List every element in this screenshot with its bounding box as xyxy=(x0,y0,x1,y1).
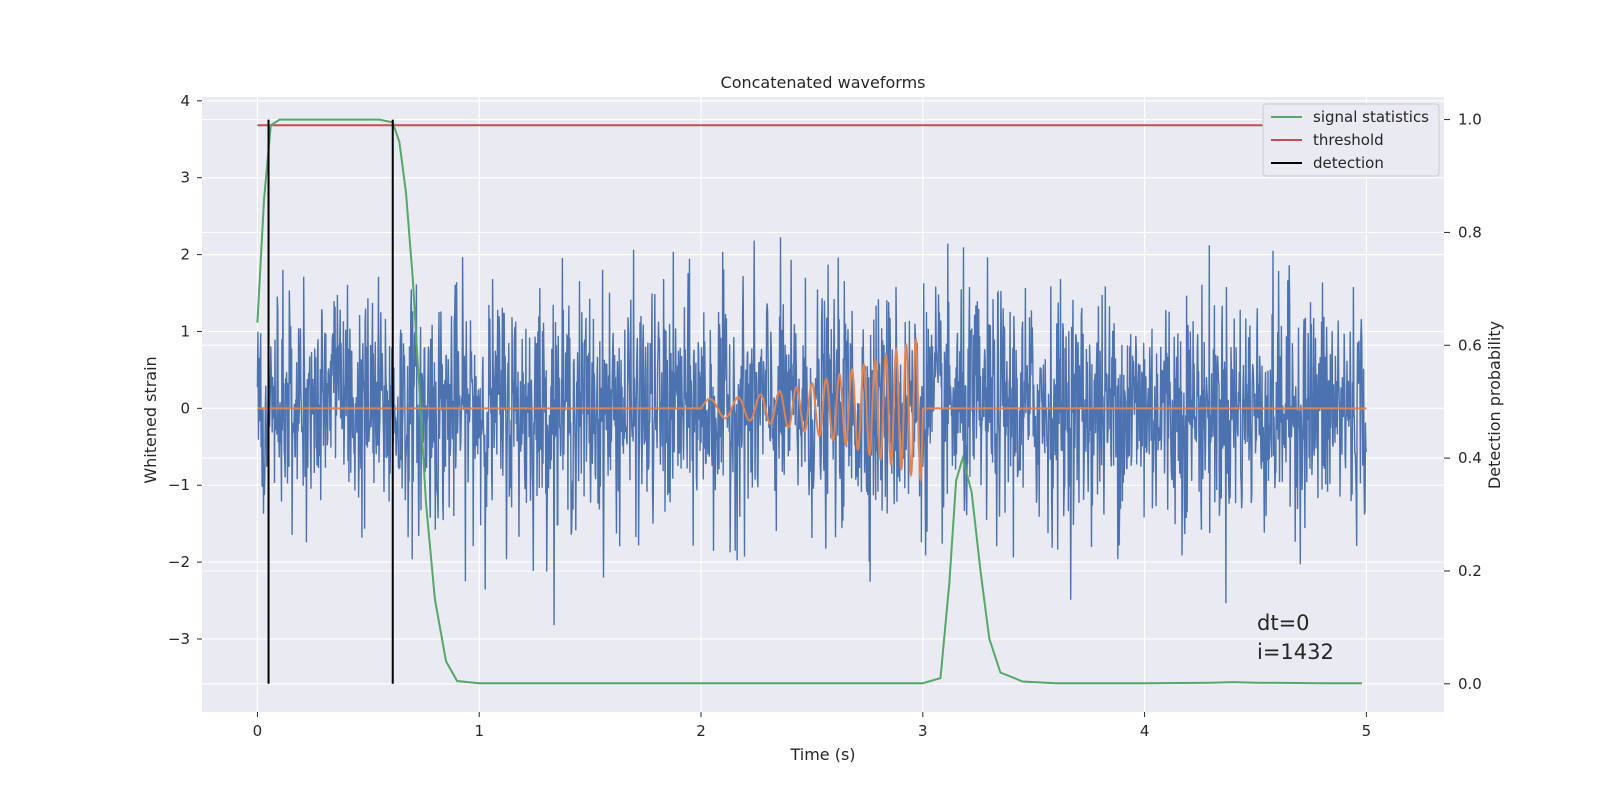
x-tick-label: 5 xyxy=(1362,722,1372,740)
series-whitened-strain xyxy=(256,237,1368,626)
y-tick-label: 2 xyxy=(180,246,190,264)
y2-tick-label: 1.0 xyxy=(1458,111,1482,129)
x-axis-label: Time (s) xyxy=(789,745,855,764)
legend-label-signal-statistics: signal statistics xyxy=(1313,108,1429,126)
y2-tick-label: 0.0 xyxy=(1458,675,1482,693)
y-tick-label: 0 xyxy=(180,399,190,417)
y-tick-label: −2 xyxy=(168,553,190,571)
chart-title: Concatenated waveforms xyxy=(721,73,926,92)
series-injected-waveform xyxy=(257,337,1367,483)
x-tick-label: 2 xyxy=(696,722,706,740)
y-tick-label: 4 xyxy=(180,92,190,110)
x-tick-label: 1 xyxy=(474,722,484,740)
y2-tick-label: 0.6 xyxy=(1458,336,1482,354)
legend-box xyxy=(1262,103,1440,177)
x-tick-label: 0 xyxy=(253,722,263,740)
legend-label-detection: detection xyxy=(1313,154,1384,172)
y2-axis-label: Detection probability xyxy=(1485,321,1504,489)
series-layer xyxy=(256,118,1368,685)
y-axis-label: Whitened strain xyxy=(141,356,160,483)
x-tick-label: 3 xyxy=(918,722,928,740)
y-tick-label: 1 xyxy=(180,322,190,340)
y2-tick-label: 0.2 xyxy=(1458,562,1482,580)
y-tick-label: −1 xyxy=(168,476,190,494)
annotation-index: i=1432 xyxy=(1257,640,1334,664)
annotation-dt: dt=0 xyxy=(1257,611,1310,635)
y-tick-label: −3 xyxy=(168,630,190,648)
legend-label-threshold: threshold xyxy=(1313,131,1384,149)
legend: signal statistics threshold detection xyxy=(1262,103,1440,177)
ticks: 0 1 2 3 4 5 −3 −2 −1 0 1 2 3 4 0.0 0.2 0.4 0.6 0.8 1.0 xyxy=(168,92,1482,740)
y2-tick-label: 0.4 xyxy=(1458,449,1482,467)
y2-tick-label: 0.8 xyxy=(1458,223,1482,241)
x-tick-label: 4 xyxy=(1140,722,1150,740)
y-tick-label: 3 xyxy=(180,169,190,187)
series-signal-statistics xyxy=(256,118,1362,685)
